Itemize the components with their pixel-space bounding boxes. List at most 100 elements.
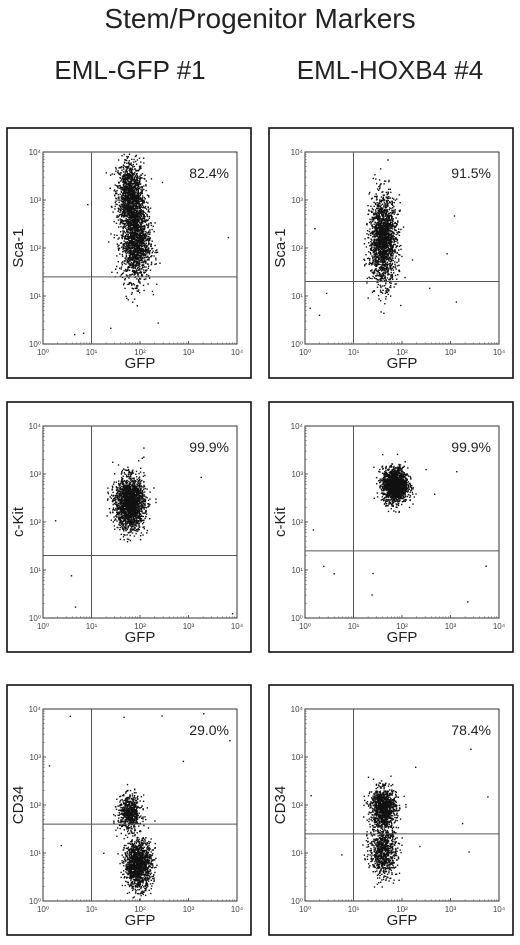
event-dot	[127, 196, 129, 198]
event-dot	[385, 267, 388, 270]
event-dot	[374, 264, 376, 266]
event-dot	[388, 179, 390, 182]
event-dot	[375, 213, 377, 215]
event-dot	[391, 212, 393, 215]
event-dot	[134, 250, 136, 252]
event-dot	[134, 215, 136, 217]
event-dot	[128, 201, 130, 203]
event-dot	[371, 225, 373, 227]
event-dot	[134, 243, 136, 245]
event-dot	[134, 197, 137, 200]
event-dot	[370, 234, 372, 237]
event-dot	[124, 195, 126, 197]
event-dot	[137, 184, 139, 187]
event-dot	[132, 179, 134, 182]
event-dot	[388, 238, 390, 240]
event-dot	[370, 198, 373, 200]
event-dot	[124, 211, 126, 213]
event-dot	[120, 179, 123, 181]
event-dot	[119, 208, 122, 210]
event-dot	[111, 271, 113, 273]
event-dot	[131, 168, 133, 170]
event-dot	[126, 195, 128, 198]
event-dot	[383, 194, 385, 196]
event-dot	[130, 252, 132, 254]
event-dot	[373, 248, 375, 251]
event-dot	[377, 189, 380, 191]
event-dot	[373, 212, 375, 215]
event-dot	[131, 212, 133, 214]
event-dot	[110, 233, 112, 235]
column-heading-eml-hoxb4: EML-HOXB4 #4	[296, 55, 484, 85]
event-dot	[125, 257, 127, 259]
event-dot	[129, 250, 132, 252]
event-dot	[391, 201, 393, 203]
event-dot	[117, 502, 120, 505]
event-dot	[375, 239, 377, 241]
event-dot	[389, 223, 391, 225]
event-dot	[137, 481, 139, 484]
event-dot	[121, 205, 123, 207]
event-dot	[128, 225, 130, 227]
event-dot	[381, 268, 384, 270]
event-dot	[143, 271, 145, 273]
event-dot	[131, 211, 133, 213]
event-dot	[368, 234, 370, 236]
event-dot	[125, 166, 128, 168]
event-dot	[381, 251, 384, 253]
event-dot	[120, 191, 122, 193]
event-dot	[138, 183, 140, 186]
event-dot	[377, 238, 379, 240]
event-dot	[384, 225, 386, 227]
event-dot	[118, 196, 120, 198]
event-dot	[380, 212, 382, 214]
event-dot	[147, 247, 150, 249]
event-dot	[137, 264, 140, 266]
event-dot	[386, 228, 388, 231]
event-dot	[137, 197, 139, 199]
event-dot	[384, 247, 387, 249]
event-dot	[374, 234, 376, 236]
event-dot	[135, 179, 137, 182]
event-dot	[134, 271, 136, 273]
event-dot	[374, 221, 377, 224]
event-dot	[391, 252, 394, 254]
event-dot	[389, 212, 392, 214]
event-dot	[384, 207, 386, 209]
event-dot	[126, 191, 129, 193]
event-dot	[126, 168, 128, 170]
event-dot	[396, 261, 398, 264]
event-dot	[374, 212, 376, 214]
event-dot	[132, 188, 134, 190]
event-dot	[142, 199, 144, 202]
event-dot	[120, 186, 122, 188]
event-dot	[143, 278, 145, 281]
event-dot	[139, 252, 142, 255]
event-dot	[139, 245, 141, 247]
event-dot	[133, 194, 135, 196]
event-dot	[393, 233, 395, 235]
event-dot	[141, 256, 143, 259]
event-dot	[378, 224, 381, 227]
event-dot	[383, 247, 386, 249]
event-dot	[124, 159, 126, 161]
event-dot	[123, 216, 125, 218]
event-dot	[125, 295, 127, 298]
event-dot	[147, 211, 149, 213]
event-dot	[149, 222, 152, 224]
event-dot	[120, 203, 122, 205]
event-dot	[134, 192, 136, 194]
event-dot	[113, 194, 116, 196]
event-dot	[146, 259, 149, 261]
event-dot	[113, 237, 115, 239]
event-dot	[131, 197, 133, 200]
event-dot	[120, 213, 123, 216]
event-dot	[389, 215, 392, 217]
event-dot	[379, 284, 381, 286]
event-dot	[147, 258, 150, 261]
event-dot	[116, 215, 118, 217]
event-dot	[133, 186, 135, 189]
event-dot	[383, 265, 386, 267]
event-dot	[132, 203, 134, 205]
event-dot	[141, 229, 144, 232]
